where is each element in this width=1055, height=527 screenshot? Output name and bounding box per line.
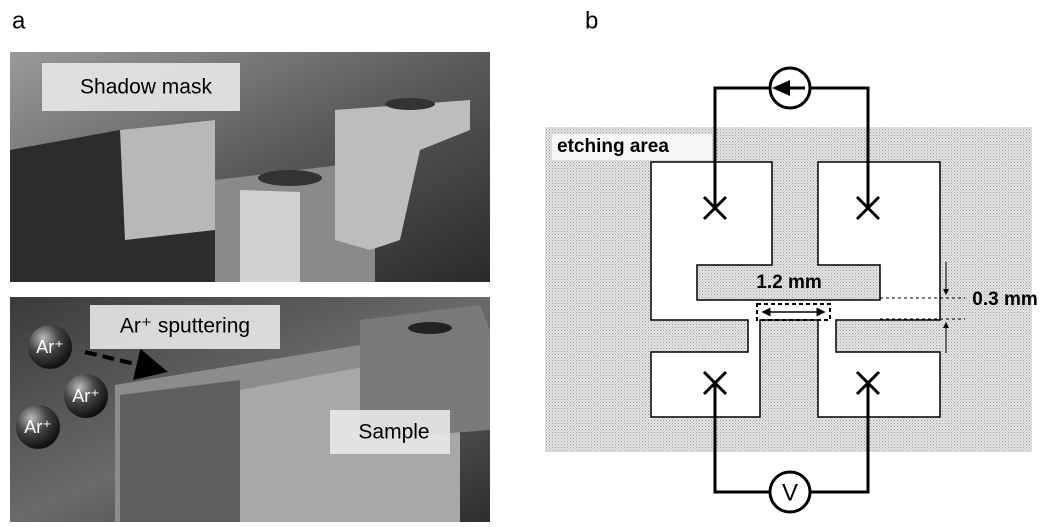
area-label: etching area (557, 136, 669, 157)
meter-label: V (782, 479, 798, 506)
top-photo: Shadow mask (10, 52, 490, 282)
figure: a Shadow mask Ar⁺ sputtering Sample Ar⁺ … (0, 0, 1055, 522)
sample-label: Sample (358, 421, 429, 444)
width-label: 0.3 mm (972, 289, 1037, 310)
photo-caption: Shadow mask (80, 76, 212, 99)
length-label: 1.2 mm (756, 272, 821, 293)
ion-label: Ar⁺ (72, 386, 100, 406)
photo-caption: Ar⁺ sputtering (120, 315, 250, 338)
panel-label: a (12, 7, 26, 34)
bottom-photo: Ar⁺ sputtering Sample Ar⁺ Ar⁺ Ar⁺ (10, 297, 490, 522)
ion-label: Ar⁺ (24, 417, 52, 437)
ion-label: Ar⁺ (36, 337, 64, 357)
panel-label: b (585, 7, 598, 34)
current-source (770, 68, 810, 108)
